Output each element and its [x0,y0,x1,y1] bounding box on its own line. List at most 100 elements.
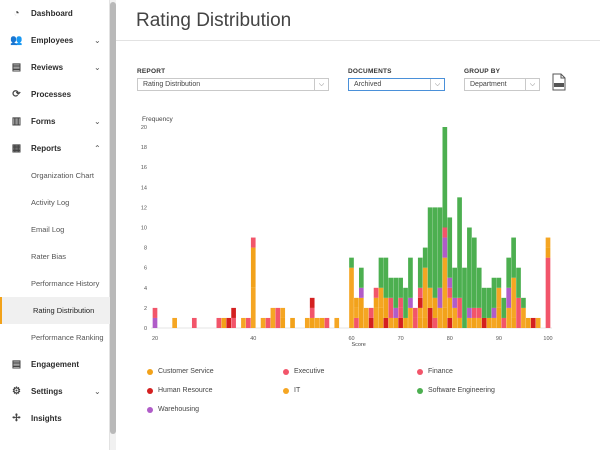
bar-segment[interactable] [413,317,418,328]
bar-segment[interactable] [491,277,497,308]
bar-segment[interactable] [265,317,271,328]
bar-segment[interactable] [501,297,507,318]
bar-segment[interactable] [398,307,403,318]
bar-segment[interactable] [506,287,512,308]
bar-segment[interactable] [452,297,457,308]
bar-segment[interactable] [368,317,374,328]
legend-item-finance[interactable]: Finance [417,368,453,375]
bar-segment[interactable] [516,297,521,328]
bar-segment[interactable] [521,297,526,308]
bar-segment[interactable] [491,307,497,318]
bar-segment[interactable] [354,317,359,328]
bar-segment[interactable] [383,257,389,298]
bar-segment[interactable] [535,317,541,328]
bar-segment[interactable] [221,317,227,328]
bar-segment[interactable] [398,277,403,298]
bar-segment[interactable] [393,317,399,328]
bar-segment[interactable] [467,317,472,328]
bar-segment[interactable] [545,237,551,248]
bar-segment[interactable] [437,207,443,288]
bar-segment[interactable] [378,307,384,328]
pdf-icon[interactable] [552,73,566,91]
bar-segment[interactable] [388,277,394,298]
bar-segment[interactable] [363,307,369,328]
bar-segment[interactable] [408,297,413,308]
bar-segment[interactable] [309,307,315,318]
bar-segment[interactable] [309,297,315,308]
bar-segment[interactable] [241,317,246,328]
bar-segment[interactable] [422,267,428,318]
bar-segment[interactable] [447,317,453,328]
bar-segment[interactable] [172,317,177,328]
bar-segment[interactable] [447,277,453,288]
bar-segment[interactable] [476,267,482,308]
bar-segment[interactable] [471,237,477,308]
bar-segment[interactable] [290,317,295,328]
bar-segment[interactable] [476,317,482,328]
bar-segment[interactable] [191,317,197,328]
bar-segment[interactable] [417,297,423,308]
bar-segment[interactable] [427,307,433,328]
report-item-performance-history[interactable]: Performance History [0,270,110,297]
bar-segment[interactable] [319,317,325,328]
bar-segment[interactable] [246,317,251,328]
sidebar-item-reports[interactable]: ▦ Reports ⌃ [0,135,110,162]
bar-segment[interactable] [378,287,384,308]
bar-segment[interactable] [526,317,531,328]
bar-segment[interactable] [442,257,448,308]
report-item-activity-log[interactable]: Activity Log [0,189,110,216]
sidebar-item-settings[interactable]: ⚙ Settings ⌄ [0,378,110,405]
bar-segment[interactable] [309,317,315,328]
bar-segment[interactable] [432,317,438,328]
bar-segment[interactable] [422,317,428,328]
legend-item-executive[interactable]: Executive [283,368,324,375]
sidebar-item-reviews[interactable]: ▤ Reviews ⌄ [0,54,110,81]
bar-segment[interactable] [471,317,477,328]
bar-segment[interactable] [354,297,359,308]
bar-segment[interactable] [383,317,389,328]
bar-segment[interactable] [231,317,236,328]
report-item-performance-ranking[interactable]: Performance Ranking [0,324,110,351]
bar-segment[interactable] [417,287,423,298]
bar-segment[interactable] [260,317,266,328]
bar-segment[interactable] [481,317,487,328]
bar-segment[interactable] [442,237,448,258]
bar-segment[interactable] [373,307,379,328]
bar-segment[interactable] [496,277,502,288]
legend-item-it[interactable]: IT [283,387,300,394]
bar-segment[interactable] [250,287,256,328]
bar-segment[interactable] [442,227,448,238]
sidebar-scrollbar-thumb[interactable] [110,2,116,434]
bar-segment[interactable] [152,307,158,318]
sidebar-item-engagement[interactable]: ▤ Engagement [0,351,110,378]
bar-segment[interactable] [349,267,354,328]
bar-segment[interactable] [388,317,394,328]
bar-segment[interactable] [457,297,462,318]
sidebar-item-employees[interactable]: 👥 Employees ⌄ [0,27,110,54]
bar-segment[interactable] [545,257,551,328]
bar-segment[interactable] [491,317,497,328]
bar-segment[interactable] [413,307,418,318]
bar-segment[interactable] [398,317,403,328]
bar-segment[interactable] [530,317,536,328]
bar-segment[interactable] [427,207,433,288]
bar-segment[interactable] [358,297,364,328]
bar-segment[interactable] [349,257,354,268]
bar-segment[interactable] [417,307,423,318]
sidebar-item-insights[interactable]: ✢ Insights [0,405,110,432]
bar-segment[interactable] [422,247,428,268]
bar-segment[interactable] [471,307,477,318]
bar-segment[interactable] [486,317,492,328]
bar-segment[interactable] [442,127,448,228]
bar-segment[interactable] [452,267,457,298]
bar-segment[interactable] [403,287,408,318]
bar-segment[interactable] [280,317,286,328]
bar-segment[interactable] [506,257,512,288]
bar-segment[interactable] [231,307,236,318]
bar-segment[interactable] [280,307,286,318]
bar-segment[interactable] [398,297,403,308]
bar-segment[interactable] [408,307,413,328]
bar-segment[interactable] [442,307,448,328]
legend-item-software-engineering[interactable]: Software Engineering [417,387,495,394]
bar-segment[interactable] [447,217,453,278]
